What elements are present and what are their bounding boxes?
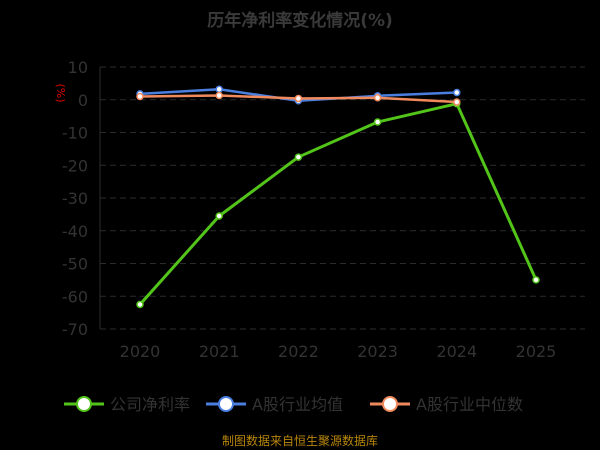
data-point [215,91,223,100]
y-tick-label: -20 [62,156,88,175]
y-tick-label: 10 [68,58,88,77]
legend-swatch-marker [218,396,234,412]
y-tick-label: -60 [62,287,88,306]
x-tick-label: 2024 [436,342,477,361]
legend-entry-label: A股行业中位数 [416,395,523,414]
x-tick-label: 2025 [516,342,557,361]
legend-entry-label: A股行业均值 [252,395,343,414]
data-point [136,92,144,101]
data-point [294,153,303,161]
y-tick-label: 0 [78,91,88,110]
data-point [373,118,382,126]
x-tick-label: 2020 [120,342,161,361]
chart-title: 历年净利率变化情况(%) [207,11,393,31]
data-point [532,276,540,284]
data-point [373,94,382,102]
data-point [215,212,223,220]
y-tick-label: -70 [62,320,88,339]
data-point [453,88,461,97]
legend-entry-label: 公司净利率 [110,395,190,414]
x-tick-label: 2023 [357,342,398,361]
data-source-note: 制图数据来自恒生聚源数据库 [221,434,378,448]
series-line [138,102,538,306]
y-tick-label: -10 [62,124,88,143]
legend-swatch-marker [76,396,92,412]
data-point [136,300,144,309]
data-point [215,85,223,94]
x-tick-label: 2021 [199,342,240,361]
data-point [453,98,461,106]
y-axis-unit-label: (%) [54,83,67,102]
data-point [294,94,303,103]
y-tick-label: -40 [62,222,88,241]
legend-swatch-marker [382,396,398,412]
y-tick-label: -50 [62,255,88,274]
y-tick-label: -30 [62,189,88,208]
x-tick-label: 2022 [278,342,319,361]
